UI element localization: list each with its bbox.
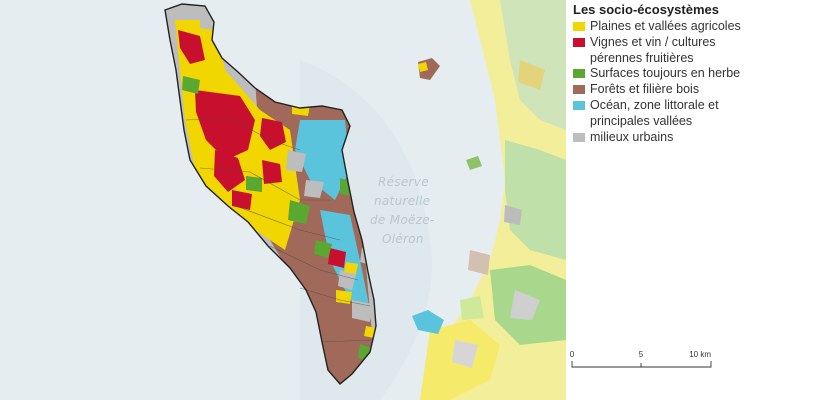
- map-canvas: Réserve naturelle de Moëze- Oléron: [164, 0, 566, 400]
- islet-madame: [466, 156, 482, 170]
- legend-item-ocean: Océan, zone littorale et principales val…: [573, 98, 823, 129]
- scale-tick-0: 0: [570, 350, 575, 359]
- legend-item-forets: Forêts et filière bois: [573, 82, 823, 98]
- reserve-label: Réserve naturelle de Moëze- Oléron: [370, 175, 439, 246]
- legend-item-urbains: milieux urbains: [573, 130, 823, 146]
- legend-label: Océan, zone littorale et principales val…: [590, 98, 719, 128]
- scale-tick-5: 5: [639, 350, 644, 359]
- swatch-green-icon: [573, 69, 585, 78]
- estuary-patch: [412, 310, 444, 334]
- islet-aix-crop: [418, 62, 428, 72]
- mainland: [420, 0, 566, 400]
- swatch-blue-icon: [573, 101, 585, 110]
- legend-item-plaines: Plaines et vallées agricoles: [573, 19, 823, 35]
- scale-bar: 0 5 10 km: [570, 350, 712, 368]
- legend-item-vignes: Vignes et vin / cultures pérennes fruiti…: [573, 35, 823, 66]
- scale-line: [571, 361, 712, 368]
- swatch-grey-icon: [573, 133, 585, 142]
- swatch-yellow-icon: [573, 22, 585, 31]
- scale-tick-10: 10 km: [689, 350, 711, 359]
- legend-label: Surfaces toujours en herbe: [590, 66, 741, 80]
- map-panel: Réserve naturelle de Moëze- Oléron: [0, 0, 566, 400]
- legend: Les socio-écosystèmes Plaines et vallées…: [566, 0, 826, 400]
- swatch-brown-icon: [573, 85, 585, 94]
- legend-item-surfaces: Surfaces toujours en herbe: [573, 66, 823, 82]
- legend-label: Plaines et vallées agricoles: [590, 19, 741, 33]
- legend-title: Les socio-écosystèmes: [573, 2, 719, 17]
- legend-label: Forêts et filière bois: [590, 82, 700, 96]
- swatch-red-icon: [573, 38, 585, 47]
- legend-label: milieux urbains: [590, 130, 674, 144]
- legend-label: Vignes et vin / cultures pérennes fruiti…: [590, 35, 716, 65]
